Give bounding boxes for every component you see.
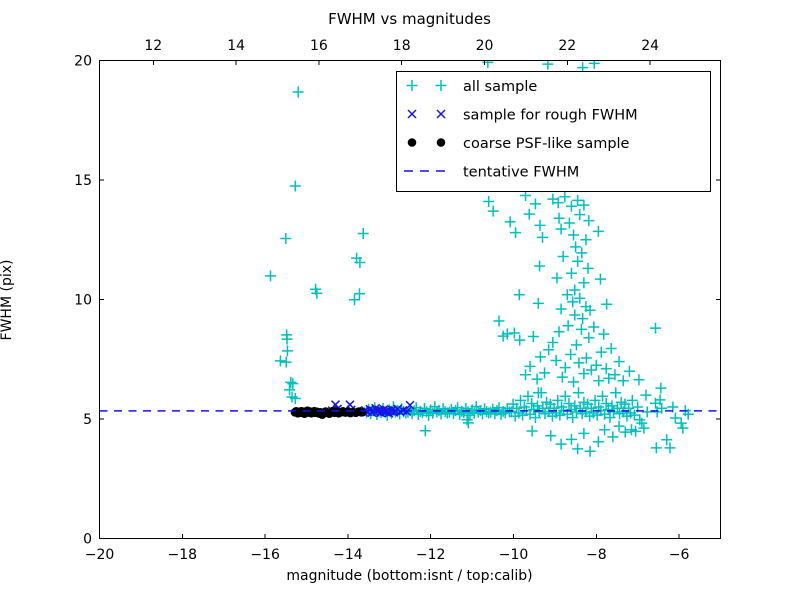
x-bottom-tick-label: −12	[416, 547, 446, 563]
legend-label: sample for rough FWHM	[463, 108, 638, 124]
y-tick-label: 10	[74, 293, 92, 309]
x-bottom-tick-label: −18	[168, 547, 198, 563]
x-top-tick-label: 22	[558, 38, 576, 54]
chart-title: FWHM vs magnitudes	[328, 10, 491, 28]
x-bottom-tick-label: −20	[85, 547, 115, 563]
legend-entry-cross: sample for rough FWHM	[407, 108, 638, 124]
legend-entry-dashed: tentative FWHM	[404, 165, 579, 181]
y-tick-label: 5	[83, 412, 92, 428]
x-top-tick-label: 20	[476, 38, 494, 54]
x-bottom-tick-label: −16	[250, 547, 280, 563]
dot-icon	[436, 138, 446, 147]
y-tick-label: 0	[83, 532, 92, 548]
x-bottom-tick-label: −8	[586, 547, 607, 563]
cross-icon	[436, 109, 446, 119]
plot-data	[99, 60, 721, 457]
legend: all sample sample for rough FWHM coarse PS…	[396, 71, 711, 192]
x-top-tick-label: 16	[310, 38, 328, 54]
y-tick-label: 15	[74, 173, 92, 189]
cross-icon	[407, 109, 417, 119]
y-tick-label: 20	[74, 54, 92, 70]
legend-label: all sample	[463, 79, 537, 95]
plus-icon	[435, 80, 447, 91]
x-bottom-tick-label: −10	[499, 547, 529, 563]
axes-frame: −20 −18 −16 −14 −12 −10 −8 −6 12 14 16 18 20 22 24 0 5 10…	[74, 38, 721, 563]
legend-entry-plus: all sample	[406, 79, 537, 95]
x-axis-label: magnitude (bottom:isnt / top:calib)	[286, 568, 533, 584]
legend-entry-dot: coarse PSF-like sample	[407, 136, 630, 152]
legend-label: tentative FWHM	[463, 165, 579, 181]
x-top-tick-label: 14	[227, 38, 245, 54]
x-top-tick-label: 18	[393, 38, 411, 54]
x-top-tick-label: 12	[144, 38, 162, 54]
x-bottom-tick-label: −6	[669, 547, 690, 563]
x-bottom-tick-label: −14	[333, 547, 363, 563]
legend-label: coarse PSF-like sample	[463, 136, 630, 152]
dot-icon	[407, 138, 417, 147]
x-top-tick-label: 24	[641, 38, 659, 54]
plus-icon	[406, 80, 418, 91]
